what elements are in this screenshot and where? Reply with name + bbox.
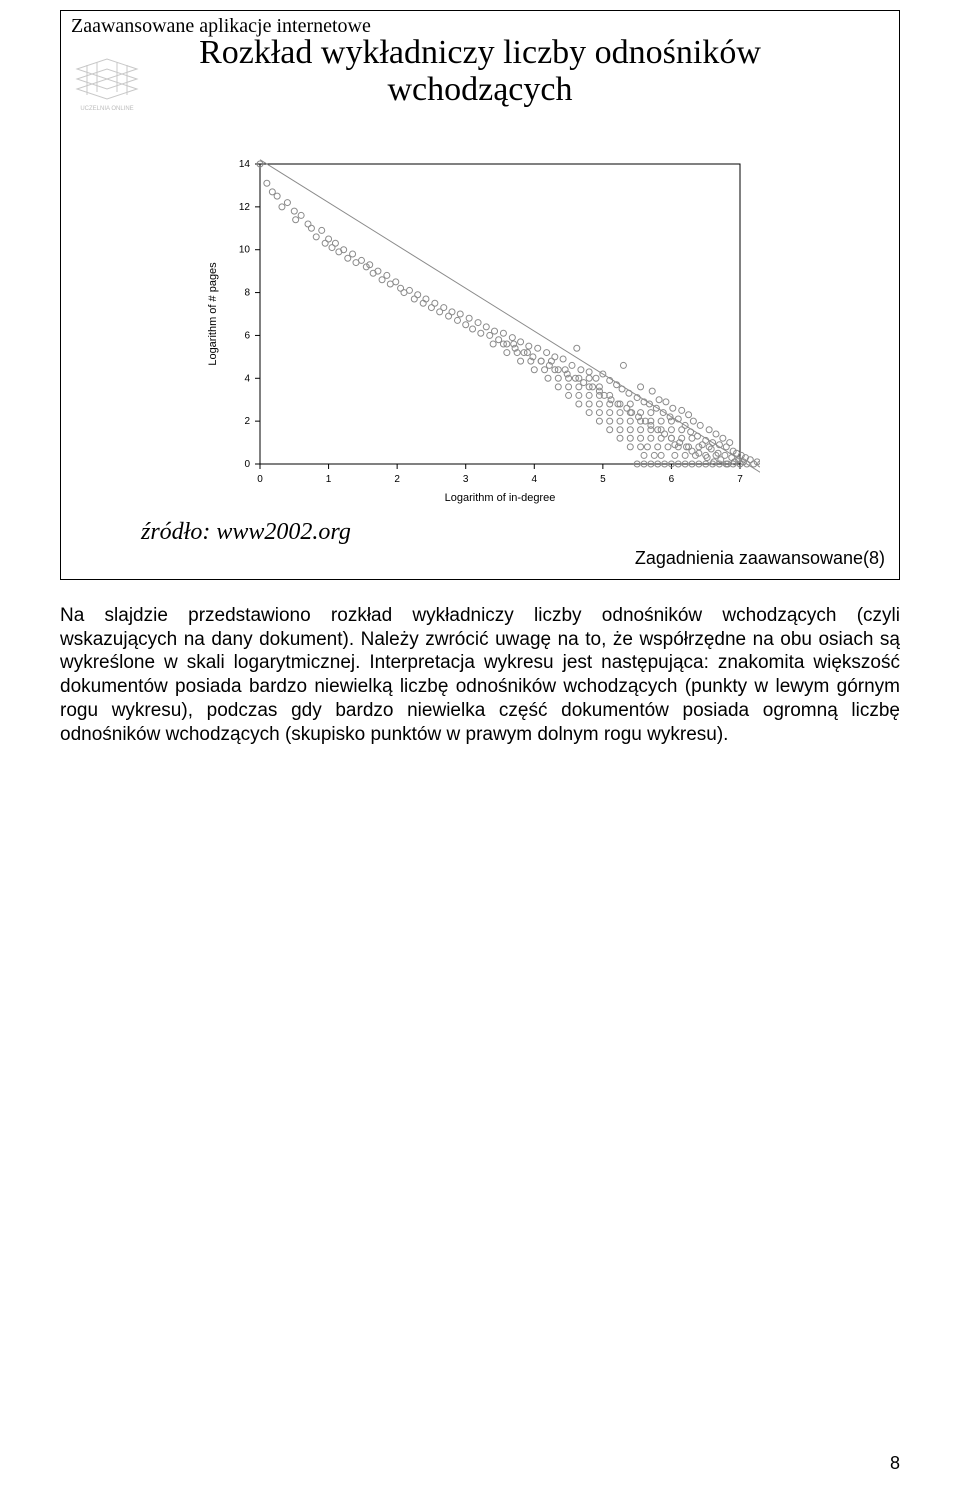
svg-text:10: 10 [239,244,251,255]
page-number: 8 [890,1453,900,1474]
scatter-chart: 0123456702468101214Logarithm of in-degre… [200,139,760,509]
svg-text:14: 14 [239,159,251,170]
svg-text:0: 0 [257,474,263,485]
svg-text:Logarithm of in-degree: Logarithm of in-degree [445,492,556,504]
slide-title: Rozkład wykładniczy liczby odnośników wc… [71,34,889,109]
slide-box: Zaawansowane aplikacje internetowe Rozkł… [60,10,900,580]
svg-text:12: 12 [239,202,251,213]
slide-source: źródło: www2002.org [141,519,889,546]
slide-title-line2: wchodzących [387,71,572,108]
svg-text:2: 2 [244,416,250,427]
svg-text:4: 4 [244,373,250,384]
svg-text:3: 3 [463,474,469,485]
svg-text:6: 6 [244,330,250,341]
slide-footer: Zagadnienia zaawansowane(8) [71,548,889,569]
svg-text:2: 2 [394,474,400,485]
slide-title-line1: Rozkład wykładniczy liczby odnośników [199,34,761,71]
chart-container: 0123456702468101214Logarithm of in-degre… [71,139,889,509]
page: UCZELNIA ONLINE Zaawansowane aplikacje i… [0,0,960,1494]
svg-text:1: 1 [326,474,332,485]
svg-text:8: 8 [244,287,250,298]
logo-grid-icon: UCZELNIA ONLINE [72,44,142,114]
svg-text:4: 4 [532,474,538,485]
svg-text:6: 6 [669,474,675,485]
svg-text:5: 5 [600,474,606,485]
svg-text:0: 0 [244,459,250,470]
svg-text:UCZELNIA ONLINE: UCZELNIA ONLINE [80,106,133,112]
svg-text:Logarithm of # pages: Logarithm of # pages [207,262,219,366]
body-paragraph: Na slajdzie przedstawiono rozkład wykład… [60,604,900,747]
svg-text:7: 7 [737,474,743,485]
